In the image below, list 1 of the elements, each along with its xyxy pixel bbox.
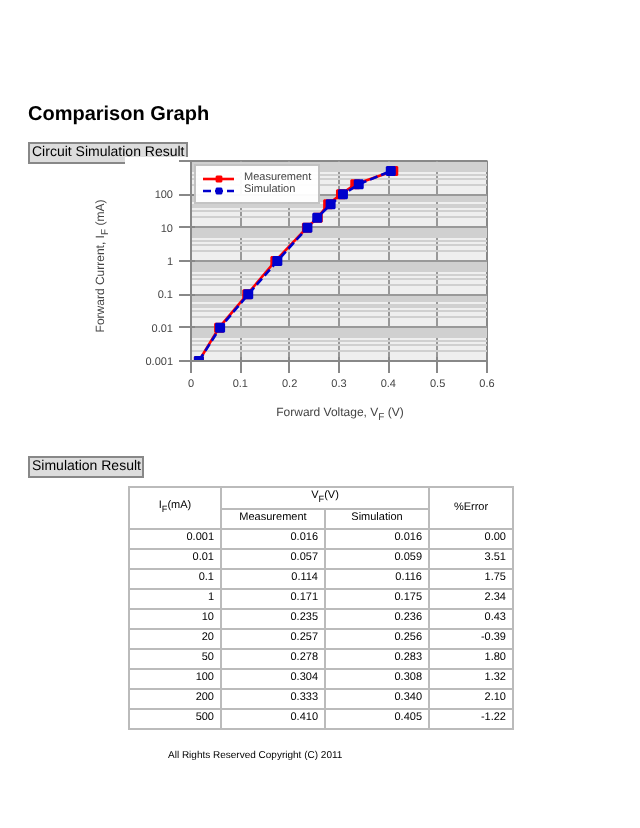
chart-title: Comparison Graph bbox=[28, 104, 210, 128]
